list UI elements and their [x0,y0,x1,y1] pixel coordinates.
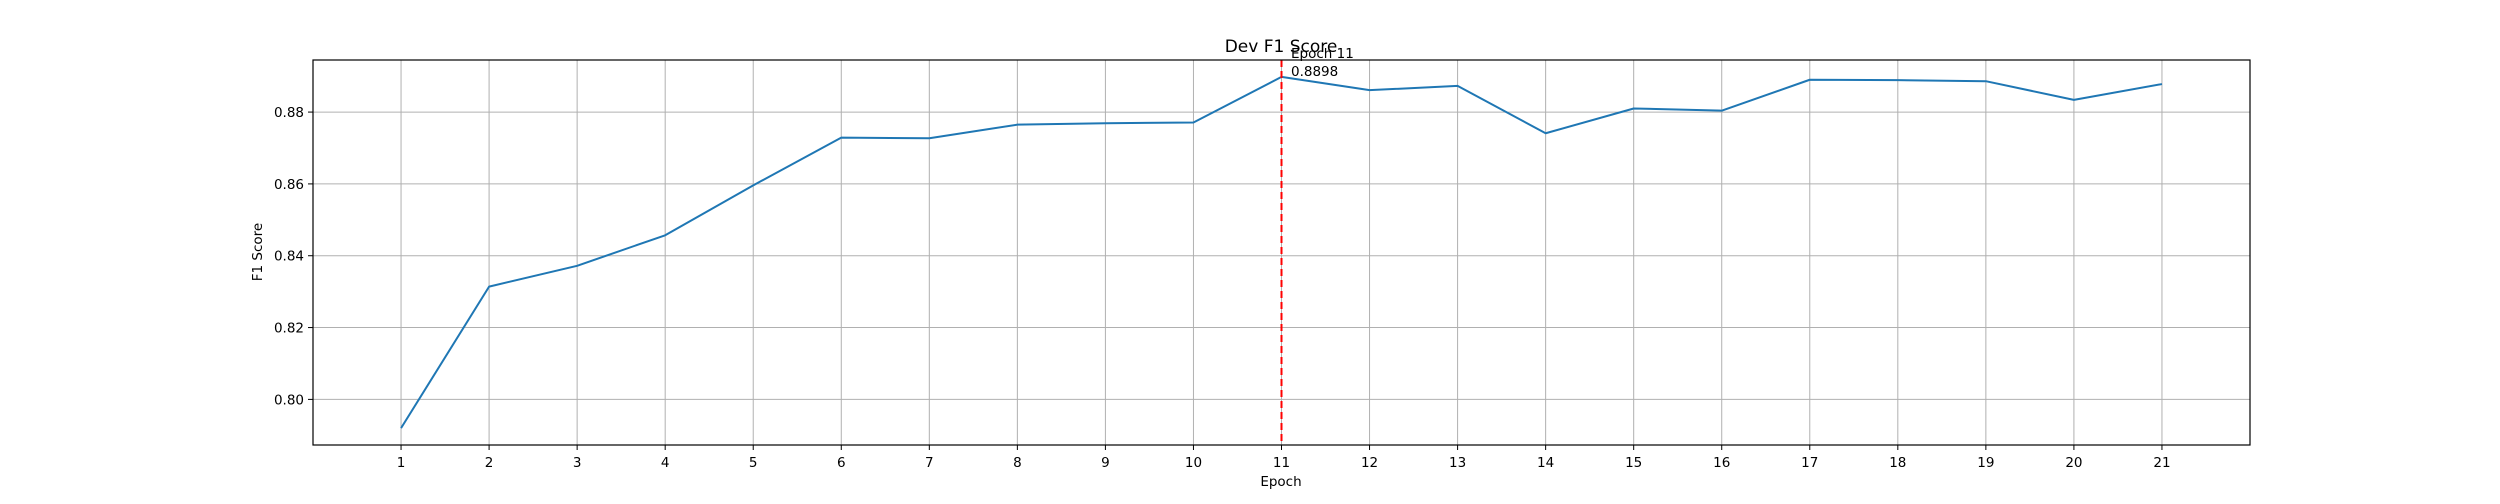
x-axis-label: Epoch [1260,474,1301,490]
best-score-label: 0.8898 [1291,64,1338,80]
x-tick-label: 19 [1977,455,1994,471]
x-tick-label: 11 [1273,455,1290,471]
x-tick-label: 13 [1449,455,1466,471]
y-tick-label: 0.82 [274,321,304,337]
x-tick-label: 2 [485,455,494,471]
x-tick-label: 8 [1013,455,1022,471]
x-tick-label: 21 [2153,455,2170,471]
x-tick-label: 16 [1713,455,1730,471]
x-tick-label: 17 [1801,455,1818,471]
y-axis-label: F1 Score [250,223,266,281]
x-tick-label: 4 [661,455,670,471]
x-tick-label: 14 [1537,455,1554,471]
x-tick-label: 1 [397,455,406,471]
x-tick-label: 20 [2065,455,2082,471]
x-tick-label: 5 [749,455,758,471]
x-tick-label: 18 [1889,455,1906,471]
y-tick-label: 0.88 [274,105,304,121]
y-tick-label: 0.86 [274,177,304,193]
x-tick-label: 6 [837,455,846,471]
best-epoch-label: Epoch 11 [1291,46,1354,62]
x-tick-label: 7 [925,455,934,471]
y-tick-label: 0.80 [274,392,304,408]
x-tick-label: 15 [1625,455,1642,471]
x-tick-label: 3 [573,455,582,471]
x-tick-label: 9 [1101,455,1110,471]
x-tick-label: 12 [1361,455,1378,471]
y-tick-label: 0.84 [274,249,304,265]
x-tick-label: 10 [1185,455,1202,471]
